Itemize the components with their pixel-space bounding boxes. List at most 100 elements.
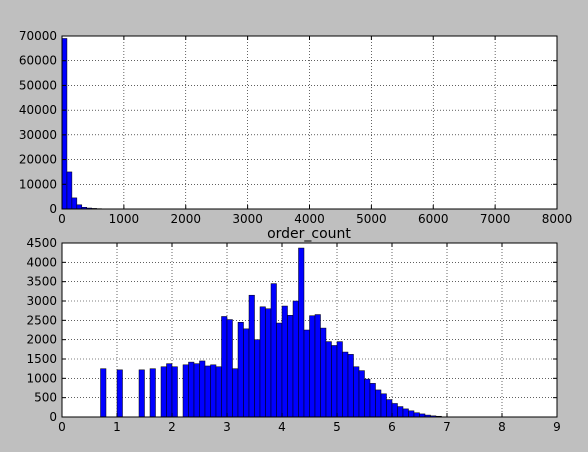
bottom-bar-21 xyxy=(259,306,266,418)
bottom-bar-30 xyxy=(309,315,316,418)
bottom-plot-border xyxy=(61,242,558,418)
bottom-bar-46 xyxy=(397,406,404,418)
bottom-ytick-label-7: 3500 xyxy=(26,275,57,289)
top-ticks xyxy=(61,35,558,210)
bottom-ytick-label-0: 0 xyxy=(49,410,57,424)
bottom-bar-0 xyxy=(100,368,107,418)
bottom-bar-29 xyxy=(303,329,310,418)
bottom-bar-39 xyxy=(358,370,365,418)
bottom-bar-40 xyxy=(364,378,371,418)
bottom-xtick-label-4: 4 xyxy=(278,420,286,434)
top-bar-3 xyxy=(76,204,83,210)
top-ytick-label-3: 30000 xyxy=(19,128,57,142)
top-bar-0 xyxy=(61,38,68,210)
bottom-bar-33 xyxy=(325,341,332,418)
histogram-bottom: 0 1 2 3 4 5 6 7 8 9 0 500 1000 1500 2000 2500 3000 3500 4… xyxy=(26,236,560,434)
bottom-bar-15 xyxy=(226,319,233,418)
bottom-bar-20 xyxy=(254,339,261,418)
top-ytick-label-7: 70000 xyxy=(19,29,57,43)
bottom-ytick-label-9: 4500 xyxy=(26,236,57,250)
top-ytick-label-0: 0 xyxy=(49,202,57,216)
chart-title: order_count xyxy=(267,226,351,242)
bottom-bar-3 xyxy=(149,368,156,418)
bottom-ytick-label-1: 500 xyxy=(34,391,57,405)
top-xtick-label-2: 2000 xyxy=(170,212,201,226)
bottom-bar-31 xyxy=(314,314,321,418)
bottom-bar-49 xyxy=(413,412,420,418)
bottom-xtick-label-2: 2 xyxy=(168,420,176,434)
bottom-bar-7 xyxy=(182,364,189,418)
bottom-xtick-label-8: 8 xyxy=(498,420,506,434)
top-x-tick-labels: 0 1000 2000 3000 4000 5000 6000 7000 8000 xyxy=(58,212,572,226)
bottom-bar-2 xyxy=(138,369,145,418)
bottom-bar-44 xyxy=(386,399,393,418)
bottom-bar-19 xyxy=(248,294,255,418)
bottom-bar-18 xyxy=(243,328,250,418)
bottom-bar-9 xyxy=(193,363,200,418)
top-xtick-label-6: 6000 xyxy=(418,212,449,226)
bottom-xtick-label-9: 9 xyxy=(553,420,561,434)
bottom-bar-10 xyxy=(199,360,206,418)
histogram-top: 0 1000 2000 3000 4000 5000 6000 7000 8000 0 10000… xyxy=(19,29,572,226)
top-xtick-label-0: 0 xyxy=(58,212,66,226)
bottom-bar-17 xyxy=(237,322,244,418)
bottom-bar-8 xyxy=(188,361,195,418)
bottom-bar-43 xyxy=(380,393,387,418)
bottom-bar-35 xyxy=(336,341,343,418)
top-grid xyxy=(62,36,557,209)
bottom-bar-48 xyxy=(408,410,415,418)
bottom-bars xyxy=(100,247,442,418)
bottom-xtick-label-3: 3 xyxy=(223,420,231,434)
bottom-ytick-label-3: 1500 xyxy=(26,352,57,366)
bottom-bar-36 xyxy=(342,351,349,418)
bottom-bar-22 xyxy=(265,308,272,418)
top-bar-1 xyxy=(66,171,73,210)
bottom-bar-16 xyxy=(232,368,239,418)
bottom-bar-37 xyxy=(347,354,354,418)
bottom-ticks xyxy=(61,242,558,418)
bottom-ytick-label-4: 2000 xyxy=(26,333,57,347)
bottom-ytick-label-5: 2500 xyxy=(26,313,57,327)
bottom-bar-27 xyxy=(292,300,299,418)
top-xtick-label-5: 5000 xyxy=(356,212,387,226)
top-ytick-label-5: 50000 xyxy=(19,78,57,92)
bottom-bar-28 xyxy=(298,247,305,418)
bottom-bar-12 xyxy=(210,364,217,418)
bottom-bar-1 xyxy=(116,369,123,418)
top-xtick-label-7: 7000 xyxy=(480,212,511,226)
bottom-xtick-label-5: 5 xyxy=(333,420,341,434)
bottom-bar-24 xyxy=(276,322,283,418)
bottom-bar-4 xyxy=(160,366,167,418)
bottom-bar-14 xyxy=(221,316,228,418)
bottom-x-tick-labels: 0 1 2 3 4 5 6 7 8 9 xyxy=(58,420,561,434)
bottom-xtick-label-6: 6 xyxy=(388,420,396,434)
bottom-bar-5 xyxy=(166,363,173,418)
top-xtick-label-4: 4000 xyxy=(294,212,325,226)
top-ytick-label-6: 60000 xyxy=(19,54,57,68)
bottom-bar-26 xyxy=(287,315,294,418)
bottom-bar-42 xyxy=(375,389,382,418)
bottom-bar-11 xyxy=(204,365,211,418)
bottom-bar-45 xyxy=(391,403,398,418)
top-ytick-label-4: 40000 xyxy=(19,103,57,117)
top-xtick-label-3: 3000 xyxy=(232,212,263,226)
top-y-tick-labels: 0 10000 20000 30000 40000 50000 60000 70000 xyxy=(19,29,57,216)
bottom-bar-6 xyxy=(171,366,178,418)
bottom-bar-13 xyxy=(215,366,222,418)
bottom-bar-38 xyxy=(353,366,360,418)
top-ytick-label-2: 20000 xyxy=(19,153,57,167)
bottom-bar-25 xyxy=(281,305,288,418)
bottom-ytick-label-2: 1000 xyxy=(26,371,57,385)
top-xtick-label-8: 8000 xyxy=(542,212,573,226)
top-ytick-label-1: 10000 xyxy=(19,177,57,191)
bottom-xtick-label-7: 7 xyxy=(443,420,451,434)
bottom-bar-32 xyxy=(320,327,327,418)
bottom-bar-23 xyxy=(270,283,277,418)
bottom-y-tick-labels: 0 500 1000 1500 2000 2500 3000 3500 4000 4500 xyxy=(26,236,57,424)
top-xtick-label-1: 1000 xyxy=(109,212,140,226)
bottom-xtick-label-0: 0 xyxy=(58,420,66,434)
top-bar-2 xyxy=(71,197,78,210)
bottom-bar-41 xyxy=(369,383,376,418)
bottom-ytick-label-6: 3000 xyxy=(26,294,57,308)
